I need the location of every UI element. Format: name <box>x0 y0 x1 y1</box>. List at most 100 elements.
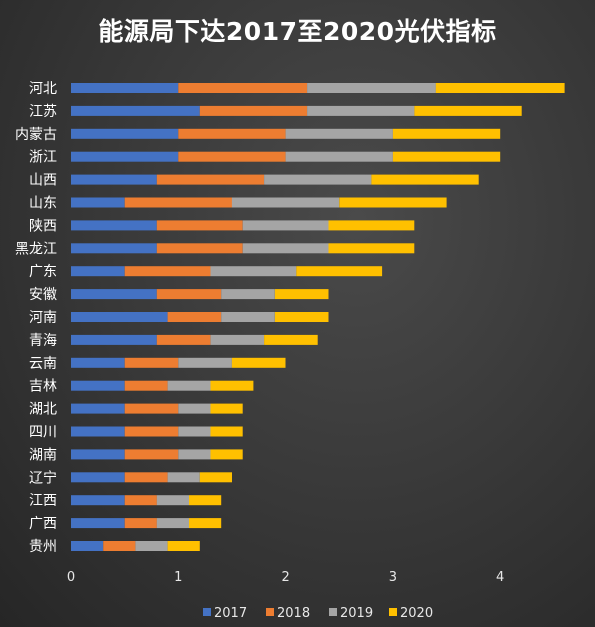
bar-segment-2019 <box>285 151 393 162</box>
bar-segment-2020 <box>339 197 447 208</box>
bar-segment-2018 <box>156 174 265 185</box>
bar-segment-2017 <box>71 472 125 483</box>
bar-segment-2019 <box>135 541 168 551</box>
category-label: 贵州 <box>29 539 57 555</box>
bar-segment-2020 <box>392 151 501 162</box>
bar-segment-2019 <box>178 426 211 437</box>
bar-segment-2018 <box>156 289 222 300</box>
bar-segment-2020 <box>371 174 479 185</box>
bar-segment-2019 <box>242 243 329 254</box>
bar-segment-2017 <box>71 105 200 116</box>
bar-segment-2019 <box>210 266 297 277</box>
bar-segment-2020 <box>274 289 329 300</box>
bar-segment-2020 <box>210 403 243 414</box>
legend-swatch-2017 <box>203 608 211 616</box>
x-tick-label: 2 <box>281 570 289 585</box>
bar-segment-2020 <box>210 380 254 391</box>
bar-segment-2017 <box>71 312 168 322</box>
category-label: 广西 <box>29 516 57 532</box>
category-label: 山西 <box>29 173 57 189</box>
legend-swatch-2020 <box>389 608 397 616</box>
bar-segment-2017 <box>71 220 157 231</box>
bar-segment-2020 <box>210 426 243 437</box>
bar-segment-2017 <box>71 197 125 208</box>
bar-segment-2020 <box>199 472 232 483</box>
category-label: 江苏 <box>29 104 57 120</box>
bar-segment-2018 <box>124 518 157 529</box>
category-label: 河北 <box>29 81 57 97</box>
bar-segment-2017 <box>71 174 157 185</box>
bar-segment-2019 <box>178 449 211 460</box>
bar-segment-2019 <box>156 518 189 529</box>
bar-segment-2017 <box>71 266 125 277</box>
category-label: 广东 <box>29 264 57 280</box>
chart-title: 能源局下达2017至2020光伏指标 <box>98 17 497 46</box>
bar-segment-2018 <box>124 266 211 277</box>
bar-segment-2018 <box>103 541 136 551</box>
bar-segment-2018 <box>178 83 308 93</box>
x-tick-label: 4 <box>496 570 504 585</box>
bar-segment-2020 <box>210 449 243 460</box>
bar-segment-2020 <box>328 243 415 254</box>
bar-segment-2019 <box>242 220 329 231</box>
bar-segment-2018 <box>167 312 222 322</box>
bar-segment-2017 <box>71 83 179 93</box>
bar-segment-2017 <box>71 518 125 529</box>
bar-segment-2019 <box>285 128 393 139</box>
bar-segment-2018 <box>178 128 286 139</box>
bar-segment-2020 <box>189 518 222 529</box>
bar-segment-2019 <box>167 472 200 483</box>
bar-segment-2019 <box>307 105 415 116</box>
bar-segment-2019 <box>210 334 265 345</box>
category-label: 黑龙江 <box>15 241 57 257</box>
category-label: 青海 <box>29 333 57 349</box>
x-tick-label: 3 <box>389 570 397 585</box>
bar-segment-2017 <box>71 426 125 437</box>
bar-segment-2018 <box>124 426 179 437</box>
legend-label-2020: 2020 <box>400 606 433 621</box>
bar-segment-2019 <box>307 83 436 93</box>
bar-segment-2018 <box>124 357 179 368</box>
category-label: 云南 <box>29 356 57 372</box>
bar-segment-2018 <box>199 105 308 116</box>
bar-segment-2020 <box>435 83 565 93</box>
category-label: 湖北 <box>29 402 57 418</box>
bar-segment-2018 <box>178 151 286 162</box>
bar-segment-2020 <box>274 312 329 322</box>
bar-segment-2018 <box>124 472 168 483</box>
bar-segment-2019 <box>221 312 275 322</box>
bar-segment-2017 <box>71 243 157 254</box>
category-label: 湖南 <box>29 447 57 463</box>
bar-segment-2019 <box>156 495 189 506</box>
bar-segment-2020 <box>167 541 200 551</box>
category-label: 河南 <box>29 310 57 326</box>
x-tick-label: 0 <box>67 570 75 585</box>
bar-segment-2017 <box>71 128 179 139</box>
x-tick-label: 1 <box>174 570 182 585</box>
bar-segment-2018 <box>124 449 179 460</box>
bar-segment-2018 <box>156 334 211 345</box>
bar-segment-2020 <box>414 105 522 116</box>
bar-segment-2019 <box>264 174 372 185</box>
bar-segment-2019 <box>178 357 232 368</box>
bar-segment-2017 <box>71 380 125 391</box>
bar-segment-2018 <box>124 380 168 391</box>
category-label: 辽宁 <box>29 469 57 486</box>
category-label: 江西 <box>29 493 57 509</box>
legend-label-2018: 2018 <box>277 606 310 621</box>
bar-segment-2018 <box>124 403 179 414</box>
bar-segment-2017 <box>71 403 125 414</box>
category-label: 陕西 <box>29 218 57 234</box>
category-label: 内蒙古 <box>15 127 57 143</box>
bar-segment-2020 <box>328 220 415 231</box>
category-label: 吉林 <box>29 379 57 395</box>
bar-segment-2018 <box>124 495 157 506</box>
bar-segment-2017 <box>71 495 125 506</box>
bar-segment-2017 <box>71 334 157 345</box>
bar-segment-2020 <box>189 495 222 506</box>
bar-segment-2020 <box>231 357 286 368</box>
bar-segment-2017 <box>71 151 179 162</box>
bar-segment-2017 <box>71 357 125 368</box>
bar-segment-2020 <box>392 128 501 139</box>
